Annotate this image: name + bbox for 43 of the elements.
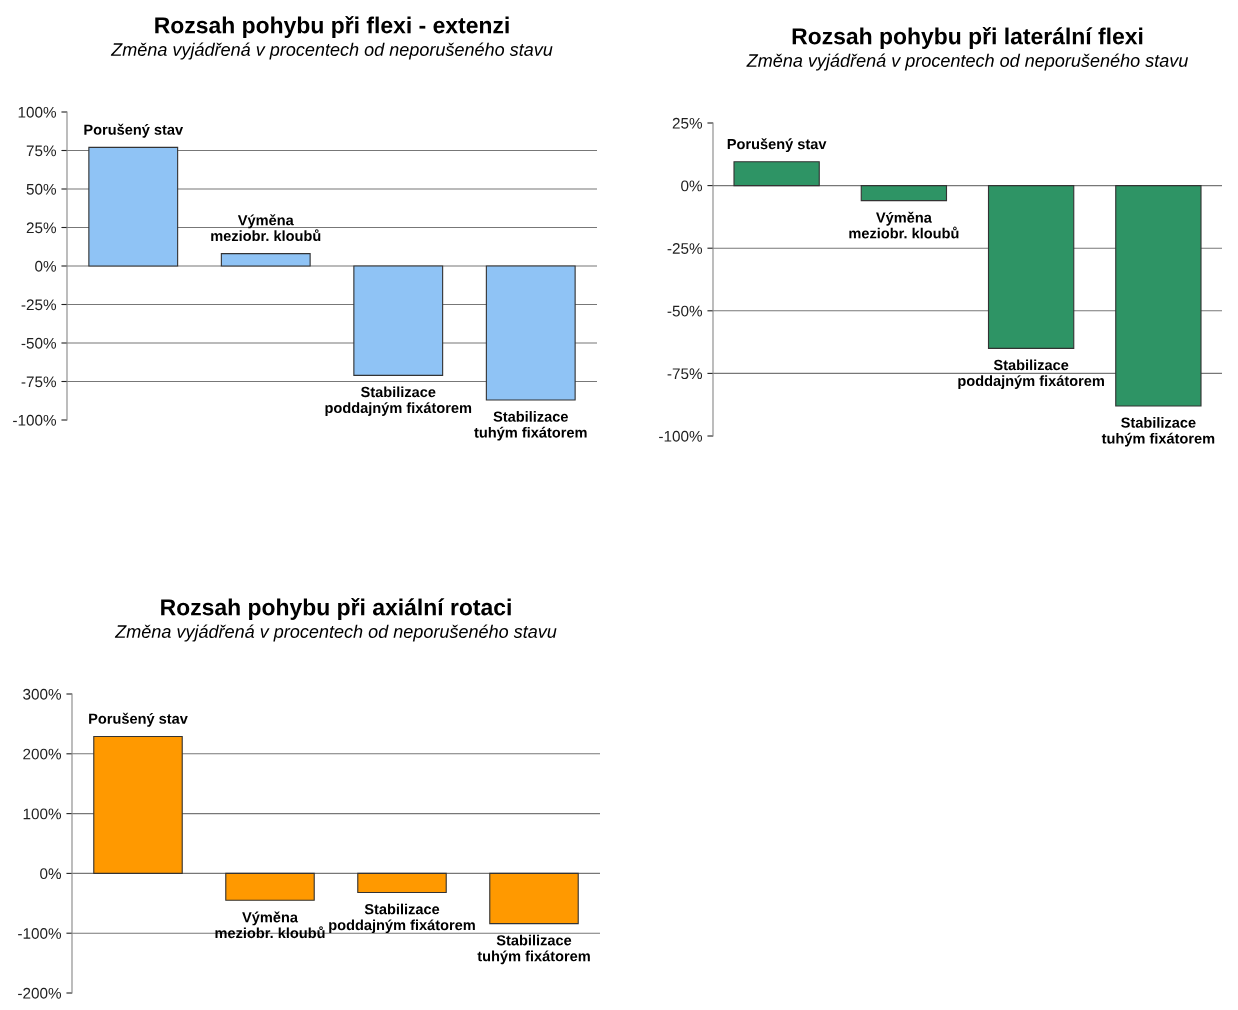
x-tick-label: Stabilizace poddajným fixátorem xyxy=(329,903,475,934)
y-tick-label: 25% xyxy=(672,117,703,129)
y-tick-label: 50% xyxy=(26,183,57,195)
y-tick-label: -50% xyxy=(667,305,703,317)
y-tick-label: 25% xyxy=(26,222,57,234)
x-tick-label: Výměna meziobr. kloubů xyxy=(215,911,325,939)
y-tick-label: -100% xyxy=(13,414,57,426)
x-tick-label: Stabilizace poddajným fixátorem xyxy=(958,359,1104,389)
x-tick-label: Výměna meziobr. kloubů xyxy=(849,211,959,239)
x-tick-label: Stabilizace tuhým fixátorem xyxy=(477,934,590,965)
y-tick-label: 75% xyxy=(26,145,57,157)
y-tick-label: 0% xyxy=(35,260,57,272)
x-tick-label: Porušený stav xyxy=(89,712,188,727)
chart-title: Rozsah pohybu při axiální rotaci xyxy=(161,598,511,620)
y-tick-label: -75% xyxy=(21,376,57,388)
y-tick-label: -75% xyxy=(667,368,703,380)
chart-title: Rozsah pohybu při laterální flexi xyxy=(792,27,1143,49)
bar xyxy=(220,253,311,267)
chart-title: Rozsah pohybu při flexi - extenzi xyxy=(155,16,509,38)
x-tick-label: Stabilizace poddajným fixátorem xyxy=(325,386,472,416)
y-tick-label: -50% xyxy=(21,337,57,349)
y-tick-label: -100% xyxy=(659,430,703,442)
y-tick-label: 300% xyxy=(23,688,62,700)
y-tick-label: -200% xyxy=(18,987,62,999)
x-tick-label: Stabilizace tuhým fixátorem xyxy=(474,411,587,441)
y-tick-label: -25% xyxy=(667,243,703,254)
chart-subtitle: Změna vyjádřená v procentech od neporušeného stavu xyxy=(746,53,1188,71)
y-tick-label: 100% xyxy=(18,106,57,118)
y-tick-label: 100% xyxy=(23,808,62,820)
x-tick-label: Výměna meziobr. kloubů xyxy=(211,214,321,242)
y-tick-label: 200% xyxy=(23,748,62,760)
y-tick-label: 0% xyxy=(681,180,703,192)
y-tick-label: 0% xyxy=(40,868,62,880)
chart-subtitle: Změna vyjádřená v procentech od neporušeného stavu xyxy=(110,42,553,60)
x-tick-label: Porušený stav xyxy=(727,138,827,153)
bar xyxy=(353,265,444,376)
bar xyxy=(88,146,179,267)
chart-subtitle: Změna vyjádřená v procentech od neporušeného stavu xyxy=(114,624,557,642)
y-tick-label: -100% xyxy=(18,928,62,939)
x-tick-label: Porušený stav xyxy=(84,123,184,138)
y-tick-label: -25% xyxy=(21,299,57,311)
bar xyxy=(485,265,576,401)
x-tick-label: Stabilizace tuhým fixátorem xyxy=(1101,417,1215,447)
